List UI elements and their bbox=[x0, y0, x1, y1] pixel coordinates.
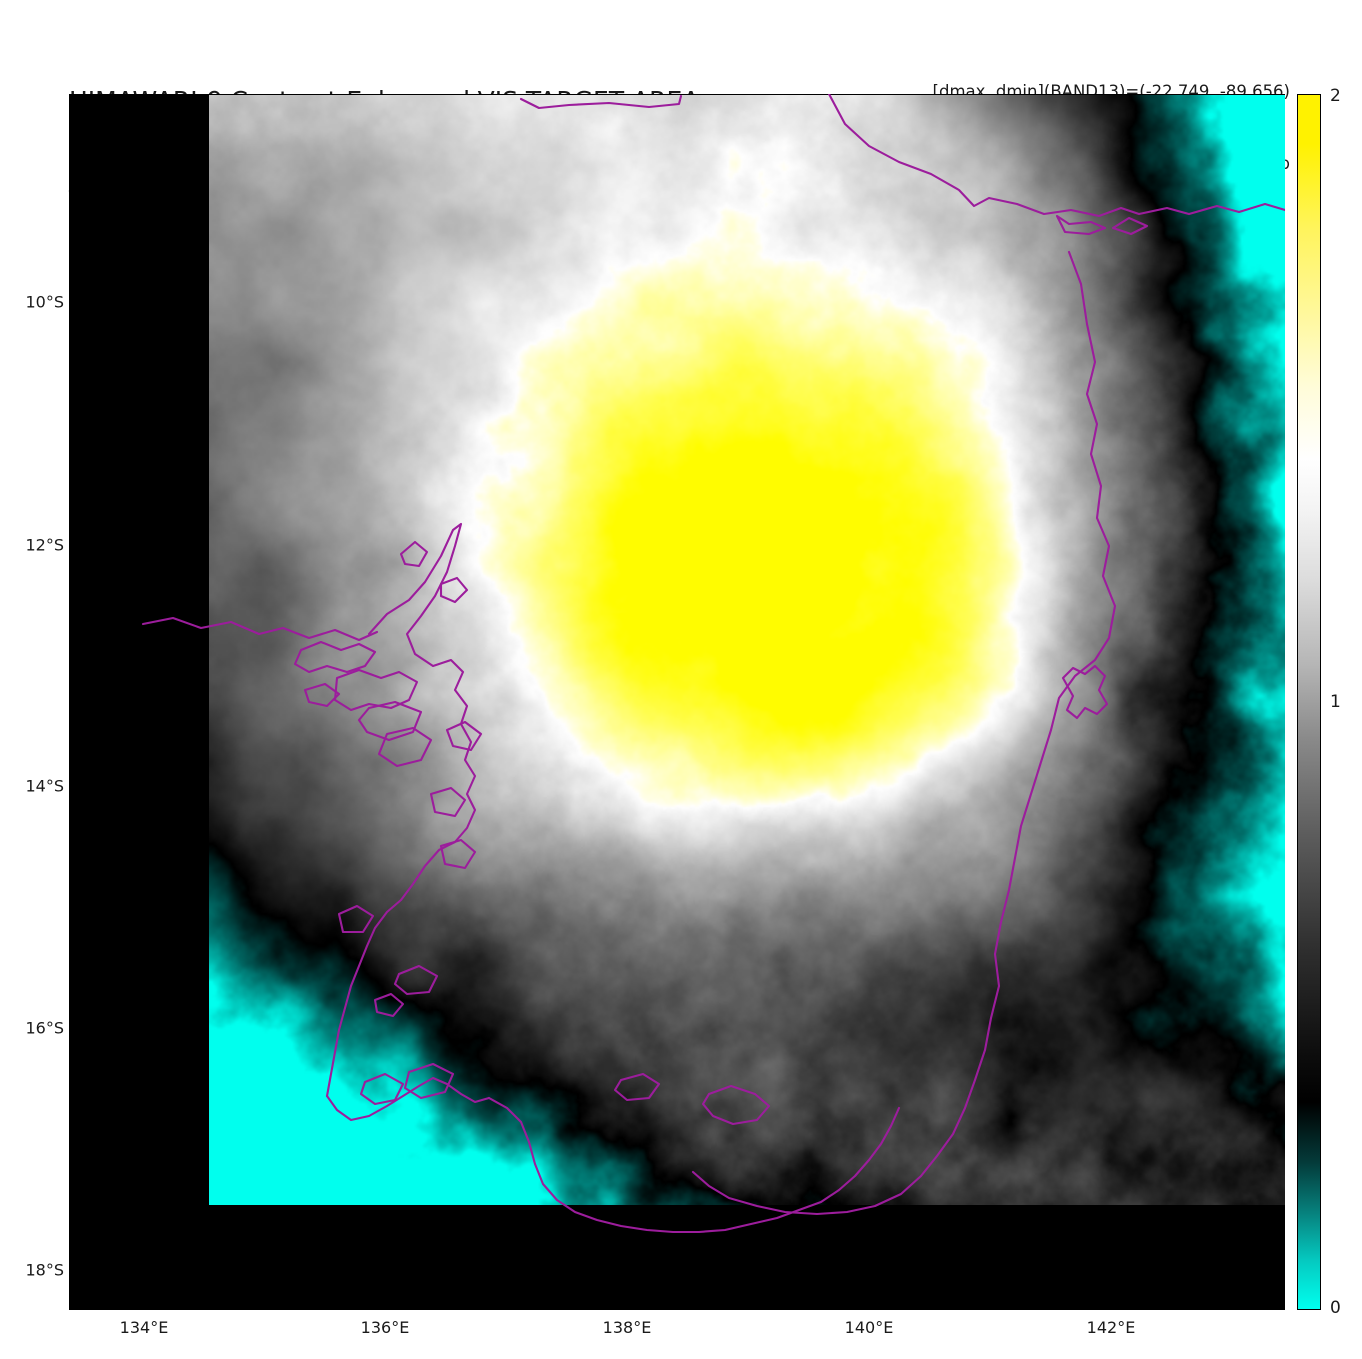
x-tick-0: 134°E bbox=[119, 1318, 169, 1337]
satellite-data-swath bbox=[209, 95, 1285, 1205]
colorbar-tick-1: 1 bbox=[1330, 692, 1341, 712]
colorbar bbox=[1297, 94, 1321, 1310]
x-tick-1: 136°E bbox=[360, 1318, 410, 1337]
y-tick-1: 12°S bbox=[25, 535, 64, 555]
colorbar-gradient bbox=[1297, 94, 1321, 1310]
x-tick-4: 142°E bbox=[1086, 1318, 1136, 1337]
y-tick-0: 10°S bbox=[25, 292, 64, 312]
colorbar-tick-0: 2 bbox=[1330, 86, 1341, 106]
y-tick-4: 18°S bbox=[25, 1260, 64, 1280]
colorbar-tick-2: 0 bbox=[1330, 1298, 1341, 1318]
satellite-image-plot: Copyright © 2020-2026 Dapiya bbox=[69, 94, 1285, 1310]
x-tick-3: 140°E bbox=[844, 1318, 894, 1337]
y-tick-2: 14°S bbox=[25, 776, 64, 796]
y-tick-3: 16°S bbox=[25, 1018, 64, 1038]
x-tick-2: 138°E bbox=[602, 1318, 652, 1337]
coastline-overlay bbox=[141, 94, 1285, 1234]
satellite-raster bbox=[209, 95, 1285, 1205]
